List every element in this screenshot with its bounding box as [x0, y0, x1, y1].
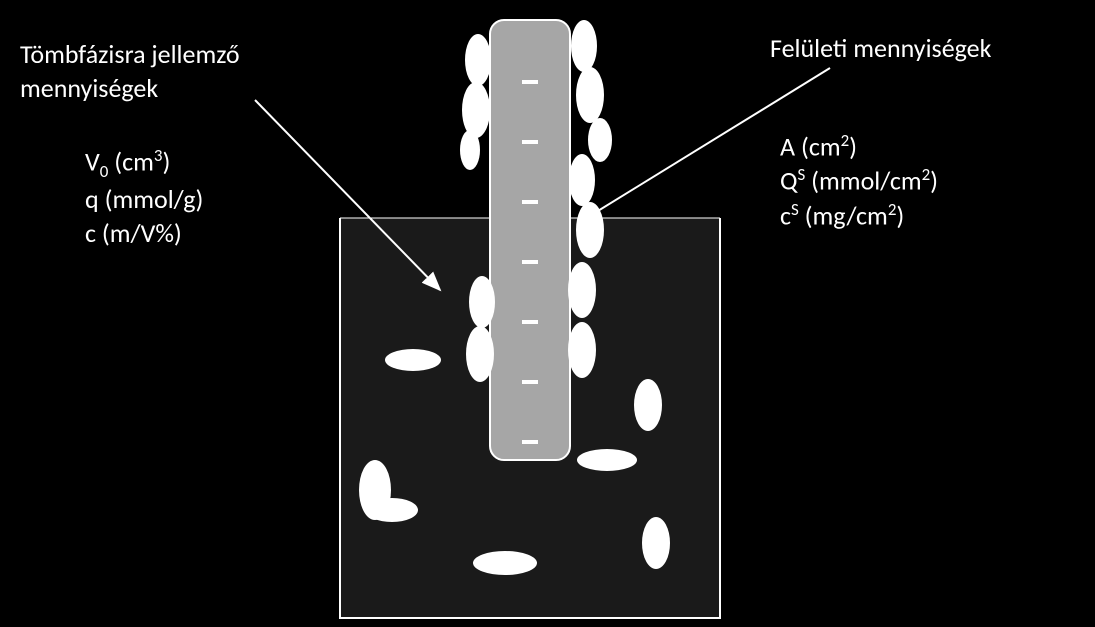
adsorbed-particle: [462, 82, 490, 138]
rod-charge-dash: [522, 140, 538, 144]
rod-charge-dash: [522, 200, 538, 204]
bulk-particle: [366, 498, 418, 522]
rod-charge-dash: [522, 260, 538, 264]
adsorbed-particle: [469, 276, 495, 328]
bulk-particle: [473, 551, 537, 575]
rod-charge-dash: [522, 440, 538, 444]
adsorbed-particle: [569, 154, 595, 206]
adsorbed-particle: [571, 20, 597, 72]
adsorbed-particle: [568, 262, 596, 318]
bulk-particle: [634, 379, 662, 431]
adsorbed-particle: [576, 67, 604, 123]
adsorbed-particle: [465, 34, 491, 86]
rod-charge-dash: [522, 80, 538, 84]
rod-charge-dash: [522, 320, 538, 324]
adsorbent-rod: [490, 20, 570, 460]
adsorbed-particle: [588, 118, 612, 162]
arrow-to-surface: [580, 68, 830, 222]
bulk-particle: [385, 349, 441, 371]
adsorbed-particle: [466, 326, 494, 382]
bulk-particle: [577, 449, 637, 471]
adsorbed-particle: [460, 130, 480, 170]
bulk-particle: [642, 517, 670, 569]
adsorption-diagram: [0, 0, 1095, 627]
adsorbed-particle: [568, 322, 596, 378]
rod-charge-dash: [522, 380, 538, 384]
